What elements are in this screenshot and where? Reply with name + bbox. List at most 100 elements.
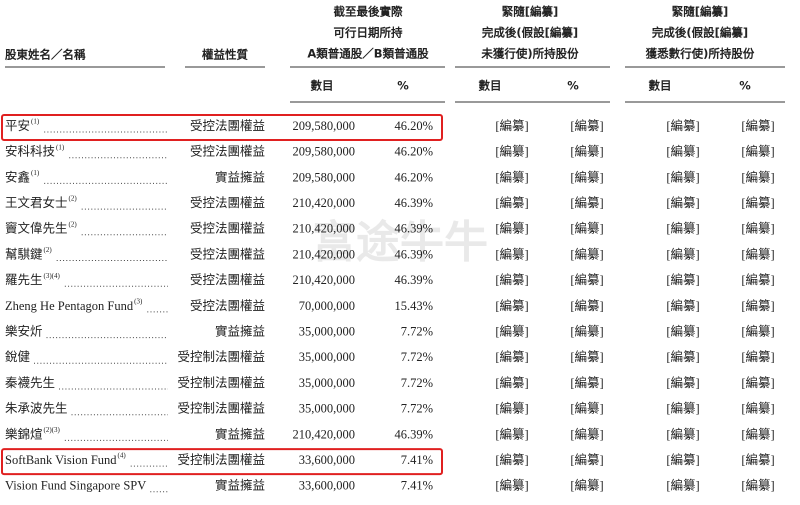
share-count: 209,580,000 — [293, 145, 356, 159]
redacted-cell: [編纂] — [741, 221, 774, 236]
redacted-cell: [編纂] — [741, 375, 774, 390]
interest-nature: 實益擁益 — [215, 323, 265, 338]
group-header: 未獲行使)所持股份 — [480, 47, 579, 61]
share-count: 210,420,000 — [293, 247, 356, 261]
interest-nature: 受控法團權益 — [190, 273, 265, 287]
redacted-cell: [編纂] — [666, 169, 699, 184]
redacted-cell: [編纂] — [666, 478, 699, 493]
redacted-cell: [編纂] — [570, 349, 603, 364]
group-header: 可行日期所持 — [334, 26, 403, 40]
redacted-cell: [編纂] — [666, 452, 699, 467]
redacted-cell: [編纂] — [495, 452, 528, 467]
redacted-cell: [編纂] — [570, 169, 603, 184]
share-percent: 46.20% — [394, 119, 433, 133]
footnote-ref: (2) — [69, 195, 78, 203]
share-percent: 7.41% — [401, 479, 433, 493]
redacted-cell: [編纂] — [570, 401, 603, 416]
share-count: 33,600,000 — [299, 453, 355, 467]
redacted-cell: [編纂] — [495, 375, 528, 390]
redacted-cell: [編纂] — [495, 298, 528, 313]
interest-nature: 受控法團權益 — [190, 299, 265, 313]
redacted-cell: [編纂] — [495, 144, 528, 159]
share-percent: 46.39% — [394, 273, 433, 287]
subheader: % — [567, 79, 579, 93]
header-name: 股東姓名／名稱 — [5, 48, 86, 62]
highlight-box — [1, 114, 443, 141]
shareholder-name: Zheng He Pentagon Fund — [5, 299, 134, 313]
footnote-ref: (1) — [56, 143, 65, 151]
footnote-ref: (4) — [118, 452, 127, 460]
interest-nature: 實益擁益 — [215, 169, 265, 184]
redacted-cell: [編纂] — [495, 246, 528, 261]
share-count: 35,000,000 — [299, 376, 355, 390]
interest-nature: 受控法團權益 — [190, 145, 265, 159]
shareholder-name: Vision Fund Singapore SPV — [5, 479, 146, 493]
share-percent: 46.39% — [394, 196, 433, 210]
redacted-cell: [編纂] — [570, 221, 603, 236]
footnote-ref: (2) — [69, 220, 78, 228]
share-count: 33,600,000 — [299, 479, 355, 493]
redacted-cell: [編纂] — [741, 323, 774, 338]
redacted-cell: [編纂] — [495, 118, 528, 133]
share-count: 35,000,000 — [299, 350, 355, 364]
subheader: % — [739, 79, 751, 93]
interest-nature: 受控制法團權益 — [177, 402, 265, 416]
share-count: 70,000,000 — [299, 299, 355, 313]
redacted-cell: [編纂] — [495, 478, 528, 493]
share-percent: 46.39% — [394, 427, 433, 441]
shareholder-name: 羅先生 — [5, 273, 43, 287]
group-header: 緊隨[編纂] — [502, 5, 559, 19]
redacted-cell: [編纂] — [666, 298, 699, 313]
redacted-cell: [編纂] — [741, 349, 774, 364]
redacted-cell: [編纂] — [666, 323, 699, 338]
redacted-cell: [編纂] — [741, 426, 774, 441]
redacted-cell: [編纂] — [741, 272, 774, 287]
redacted-cell: [編纂] — [741, 298, 774, 313]
redacted-cell: [編纂] — [570, 144, 603, 159]
footnote-ref: (3)(4) — [44, 272, 61, 280]
redacted-cell: [編纂] — [570, 246, 603, 261]
shareholder-name: 平安 — [5, 118, 30, 133]
redacted-cell: [編纂] — [570, 272, 603, 287]
redacted-cell: [編纂] — [570, 323, 603, 338]
redacted-cell: [編纂] — [741, 452, 774, 467]
share-percent: 46.20% — [394, 145, 433, 159]
shareholder-name: SoftBank Vision Fund — [5, 453, 117, 467]
redacted-cell: [編纂] — [495, 323, 528, 338]
interest-nature: 實益擁益 — [215, 478, 265, 493]
redacted-cell: [編纂] — [666, 272, 699, 287]
shareholder-name: 幫騏鍵 — [5, 246, 43, 261]
interest-nature: 受控制法團權益 — [177, 350, 265, 364]
group-header: A類普通股／B類普通股 — [307, 47, 429, 61]
redacted-cell: [編纂] — [741, 118, 774, 133]
interest-nature: 實益擁益 — [215, 426, 265, 441]
share-count: 35,000,000 — [299, 324, 355, 338]
subheader: 數目 — [479, 79, 502, 93]
interest-nature: 受控法團權益 — [190, 119, 265, 133]
header-nature: 權益性質 — [202, 48, 248, 62]
share-count: 210,420,000 — [293, 222, 356, 236]
redacted-cell: [編纂] — [570, 375, 603, 390]
share-percent: 46.39% — [394, 222, 433, 236]
share-percent: 7.72% — [401, 376, 433, 390]
share-percent: 7.72% — [401, 402, 433, 416]
group-header: 完成後(假設[編纂] — [652, 26, 748, 40]
redacted-cell: [編纂] — [666, 349, 699, 364]
shareholder-name: 安鑫 — [5, 169, 30, 184]
shareholder-name: 秦襪先生 — [5, 376, 55, 390]
redacted-cell: [編纂] — [495, 195, 528, 210]
subheader: 數目 — [311, 79, 334, 93]
redacted-cell: [編纂] — [666, 118, 699, 133]
share-percent: 46.20% — [394, 170, 433, 184]
redacted-cell: [編纂] — [741, 195, 774, 210]
subheader: 數目 — [649, 79, 672, 93]
redacted-cell: [編纂] — [495, 272, 528, 287]
redacted-cell: [編纂] — [495, 401, 528, 416]
subheader: % — [397, 79, 409, 93]
share-count: 209,580,000 — [293, 119, 356, 133]
share-count: 35,000,000 — [299, 402, 355, 416]
share-count: 210,420,000 — [293, 273, 356, 287]
interest-nature: 受控制法團權益 — [177, 376, 265, 390]
redacted-cell: [編纂] — [495, 426, 528, 441]
shareholder-name: 安科科技 — [5, 144, 56, 159]
